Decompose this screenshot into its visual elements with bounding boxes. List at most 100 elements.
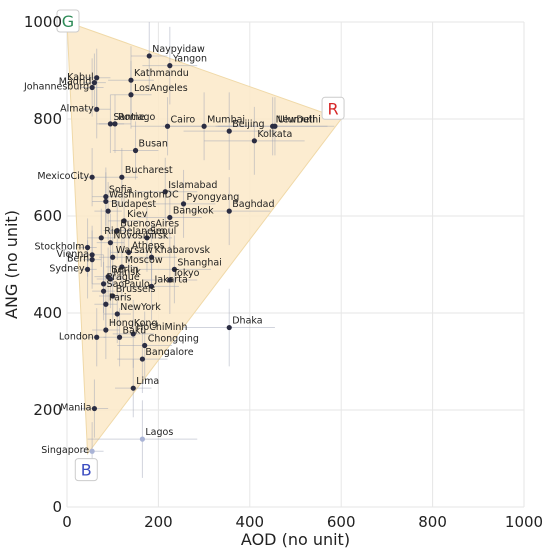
y-tick-label: 0 [52, 498, 62, 516]
point-rome [112, 121, 118, 127]
point-label-dhaka: Dhaka [232, 316, 262, 327]
x-tick-label: 200 [144, 513, 173, 531]
point-baghdad [226, 208, 232, 214]
point-label-minsk: Minsk [113, 267, 141, 278]
point-label-lagos: Lagos [145, 427, 173, 438]
point-label-saopaulo: SaoPaulo [107, 279, 150, 290]
point-label-baku: Baku [123, 325, 147, 336]
point-label-lima: Lima [136, 376, 159, 387]
x-tick-label: 0 [62, 513, 72, 531]
point-sofia [103, 194, 109, 200]
x-axis-label: AOD (no unit) [241, 530, 350, 549]
point-warsaw [110, 254, 116, 260]
point-paris [103, 301, 109, 307]
point-label-cairo: Cairo [171, 114, 196, 125]
corner-markers: G R B [56, 9, 345, 482]
point-label-newyork: NewYork [120, 302, 161, 313]
point-santiago [107, 121, 114, 127]
point-label-singapore: Singapore [41, 445, 89, 456]
y-tick-label: 800 [33, 110, 62, 128]
point-beijing [226, 128, 232, 134]
point-shanghai [171, 266, 177, 272]
point-dhaka [226, 324, 232, 331]
point-label-madrid: Madrid [59, 77, 92, 88]
point-chongqing [142, 342, 148, 349]
corner-box-b [74, 458, 98, 482]
point-label-bern: Bern [67, 254, 89, 265]
point-johannesburg [89, 84, 95, 91]
point-label-santiago: Santiago [113, 112, 155, 123]
data-points [84, 53, 278, 454]
point-almaty [94, 106, 100, 112]
point-label-warsaw: Warsaw [116, 245, 153, 256]
point-ulumuti [272, 123, 278, 129]
point-budapest [105, 208, 111, 214]
point-label-stockholm: Stockholm [35, 242, 85, 253]
point-prague [100, 281, 107, 287]
point-hochiminh [130, 331, 136, 337]
point-label-athens: Athens [132, 240, 165, 251]
point-minsk [107, 276, 114, 282]
point-label-paris: Paris [109, 292, 132, 303]
point-saopaulo [100, 288, 107, 294]
point-stockholm [84, 244, 91, 251]
y-tick-label: 600 [33, 207, 62, 225]
point-label-novosibirsk: Novosibirsk [113, 231, 168, 242]
point-buenosaires [114, 227, 120, 234]
point-label-mumbai: Mumbai [207, 114, 245, 125]
point-label-ulumuti: Ulumuti [278, 114, 315, 125]
point-label-seoul: Seoul [150, 226, 176, 237]
point-label-almaty: Almaty [60, 103, 94, 114]
point-bern [89, 257, 95, 263]
point-label-washingtondc: WashingtonDC [109, 189, 179, 200]
point-kathmandu [128, 77, 134, 83]
triangle-region [66, 21, 343, 456]
point-label-kiev: Kiev [127, 209, 148, 220]
point-label-sofia: Sofia [109, 185, 133, 196]
point-kolkata [251, 138, 257, 144]
point-baku [116, 334, 123, 340]
point-lagos [139, 436, 146, 442]
point-label-yangon: Yangon [172, 54, 207, 65]
point-label-moscow: Moscow [125, 255, 163, 266]
y-tick-labels: 0 200 400 600 800 1000 [24, 13, 62, 516]
point-busan [132, 147, 139, 154]
point-cairo [164, 123, 171, 129]
point-label-hochiminh: HoChiMinh [136, 322, 187, 333]
point-yangon [167, 63, 173, 69]
point-seoul [144, 235, 150, 241]
y-tick-label: 1000 [24, 13, 62, 31]
point-hongkong [103, 327, 109, 333]
y-tick-label: 200 [33, 401, 62, 419]
point-label-baghdad: Baghdad [232, 199, 274, 210]
point-label-beijing: Beijing [232, 119, 264, 130]
point-bucharest [119, 174, 125, 180]
point-label-kolkata: Kolkata [257, 129, 292, 140]
point-label-budapest: Budapest [111, 199, 156, 210]
corner-label-b: B [81, 461, 92, 480]
point-label-hongkong: HongKong [109, 318, 158, 329]
point-islamabad [162, 189, 168, 195]
point-label-pyongyang: Pyongyang [187, 192, 240, 203]
point-label-busan: Busan [139, 139, 168, 150]
point-label-brussels: Brussels [116, 284, 156, 295]
point-kabul [94, 75, 100, 81]
point-naypyidaw [146, 53, 152, 59]
x-tick-label: 600 [327, 513, 356, 531]
point-label-naypyidaw: Naypyidaw [152, 44, 205, 55]
point-madrid [91, 80, 98, 86]
point-label-chongqing: Chongqing [148, 333, 199, 344]
point-bangkok [167, 214, 173, 221]
point-losangeles [128, 92, 134, 98]
point-label-london: London [59, 331, 94, 342]
point-tokyo [167, 277, 173, 283]
point-label-vienna: Vienna [56, 249, 89, 260]
point-singapore [89, 448, 95, 454]
point-label-rome: Rome [118, 112, 145, 123]
point-label-johannesburg: Johannesburg [23, 81, 89, 92]
x-tick-label: 1000 [505, 513, 543, 531]
point-label-bucharest: Bucharest [125, 165, 173, 176]
point-london [94, 334, 100, 340]
point-label-losangeles: LosAngeles [134, 83, 188, 94]
